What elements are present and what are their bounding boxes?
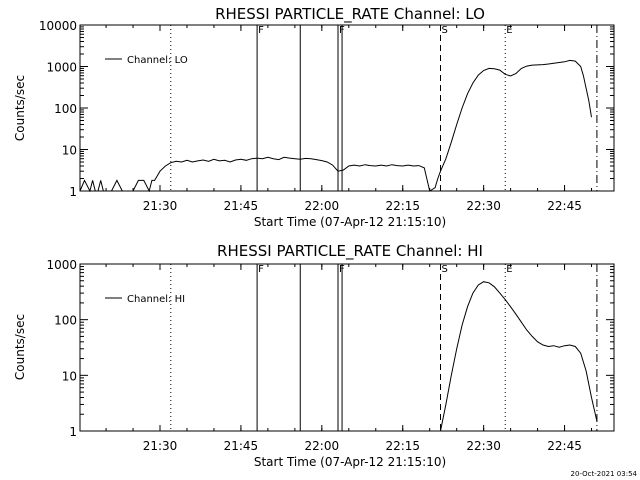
chart-title: RHESSI PARTICLE_RATE Channel: LO [215, 5, 485, 24]
chart-panel-lo: RHESSI PARTICLE_RATE Channel: LO Start T… [13, 5, 615, 229]
x-tick-label: 22:30 [466, 439, 501, 453]
chart-panel-hi: RHESSI PARTICLE_RATE Channel: HI Start T… [13, 242, 615, 469]
y-tick-label: 1000 [46, 61, 77, 75]
y-tick-label: 100 [54, 314, 77, 328]
footer-timestamp: 20-Oct-2021 03:54 [571, 470, 638, 478]
x-tick-label: 22:30 [466, 199, 501, 213]
y-axis-label: Counts/sec [13, 314, 27, 380]
x-tick-label: 22:15 [385, 439, 420, 453]
x-tick-label: 22:45 [547, 439, 582, 453]
event-marker-label: F [258, 25, 264, 36]
x-axis-label: Start Time (07-Apr-12 21:15:10) [254, 215, 446, 229]
y-tick-label: 10000 [39, 19, 77, 33]
x-tick-label: 21:30 [143, 199, 178, 213]
y-tick-label: 1 [69, 185, 77, 199]
y-axis-label: Counts/sec [13, 75, 27, 141]
y-tick-label: 100 [54, 102, 77, 116]
event-marker-label: E [506, 25, 512, 36]
series-line [79, 59, 592, 193]
x-tick-label: 22:00 [305, 439, 340, 453]
x-tick-label: 21:45 [224, 199, 259, 213]
event-marker-label: E [506, 264, 512, 275]
x-tick-label: 22:00 [305, 199, 340, 213]
event-marker-label: F [258, 264, 264, 275]
y-tick-label: 10 [62, 144, 77, 158]
chart-title: RHESSI PARTICLE_RATE Channel: HI [217, 242, 483, 261]
legend: Channel: HI [105, 294, 185, 305]
y-tick-label: 1000 [46, 258, 77, 272]
legend-label: Channel: LO [127, 55, 188, 66]
y-tick-label: 10 [62, 369, 77, 383]
legend-label: Channel: HI [127, 294, 185, 305]
event-marker-label: S [441, 264, 447, 275]
x-axis-label: Start Time (07-Apr-12 21:15:10) [254, 455, 446, 469]
plot-frame [79, 24, 615, 192]
x-tick-label: 21:30 [143, 439, 178, 453]
series-line [440, 281, 598, 432]
y-tick-label: 1 [69, 425, 77, 439]
x-tick-label: 22:45 [547, 199, 582, 213]
x-tick-label: 21:45 [224, 439, 259, 453]
x-tick-label: 22:15 [385, 199, 420, 213]
plot-frame [79, 263, 615, 432]
legend: Channel: LO [105, 55, 188, 66]
event-marker-label: S [441, 25, 447, 36]
